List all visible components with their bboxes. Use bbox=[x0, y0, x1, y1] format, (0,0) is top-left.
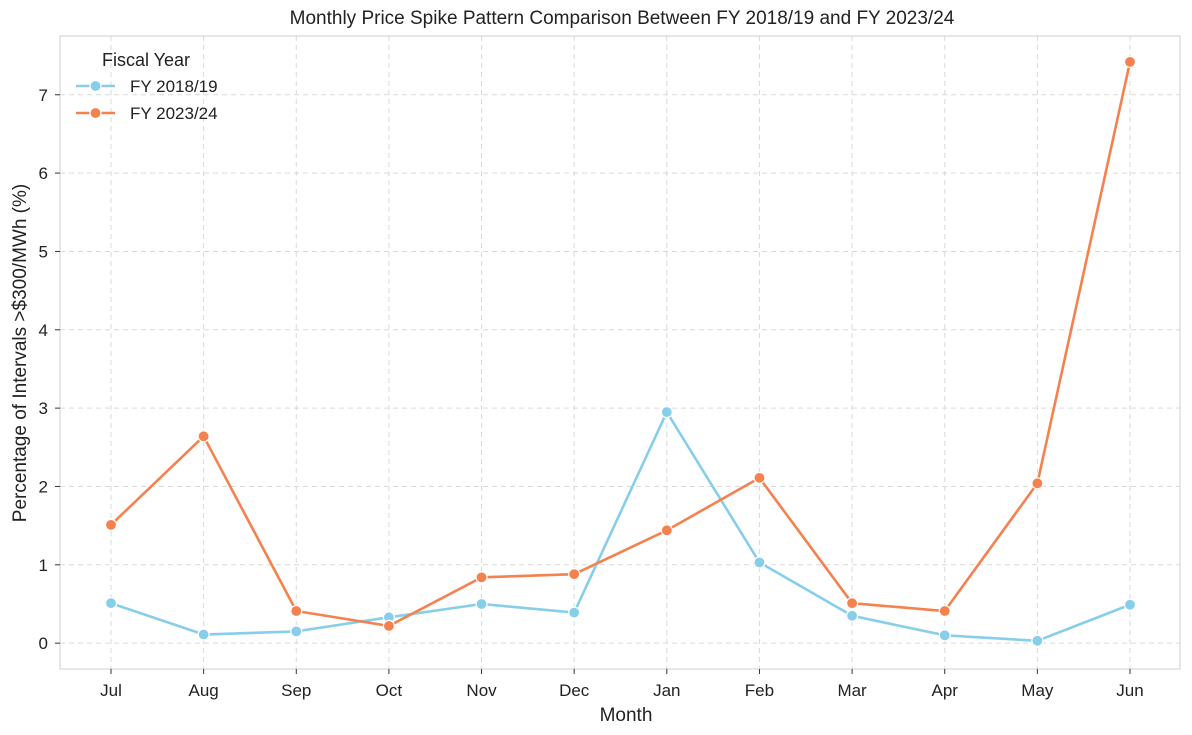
y-tick-label: 5 bbox=[39, 242, 48, 261]
x-axis: Jul Aug Sep Oct Nov Dec Jan Feb Mar Apr May Jun bbox=[100, 669, 1144, 700]
legend-item[interactable]: FY 2023/24 bbox=[76, 104, 218, 123]
data-point[interactable] bbox=[1031, 477, 1044, 490]
x-tick-label: Apr bbox=[931, 681, 958, 700]
data-point[interactable] bbox=[753, 471, 766, 484]
legend-label: FY 2023/24 bbox=[130, 104, 218, 123]
data-point[interactable] bbox=[1031, 634, 1044, 647]
data-point[interactable] bbox=[290, 625, 303, 638]
x-tick-label: Oct bbox=[376, 681, 403, 700]
series-line bbox=[110, 61, 1132, 628]
data-point[interactable] bbox=[568, 606, 581, 619]
series-2 bbox=[104, 55, 1137, 633]
y-tick-label: 4 bbox=[39, 321, 48, 340]
data-point[interactable] bbox=[568, 568, 581, 581]
series-1 bbox=[104, 405, 1137, 647]
x-tick-label: Aug bbox=[189, 681, 219, 700]
legend-marker bbox=[89, 106, 102, 120]
y-tick-label: 3 bbox=[39, 399, 48, 418]
data-point[interactable] bbox=[753, 556, 766, 569]
y-tick-label: 0 bbox=[39, 634, 48, 653]
data-point[interactable] bbox=[938, 629, 951, 642]
y-axis: 0 1 2 3 4 5 6 7 bbox=[39, 86, 60, 653]
y-tick-label: 2 bbox=[39, 477, 48, 496]
x-tick-label: Jul bbox=[100, 681, 122, 700]
data-point[interactable] bbox=[845, 597, 859, 610]
x-tick-label: Jan bbox=[653, 681, 680, 700]
y-tick-label: 7 bbox=[39, 86, 48, 105]
grid bbox=[60, 36, 1180, 669]
x-tick-label: Dec bbox=[559, 681, 590, 700]
y-tick-label: 1 bbox=[39, 556, 48, 575]
data-point[interactable] bbox=[938, 604, 951, 618]
data-point[interactable] bbox=[290, 604, 303, 618]
data-point[interactable] bbox=[1123, 55, 1137, 68]
x-tick-label: Feb bbox=[745, 681, 774, 700]
y-tick-label: 6 bbox=[39, 164, 48, 183]
legend[interactable]: Fiscal Year FY 2018/19 FY 2023/24 bbox=[76, 50, 218, 123]
data-point[interactable] bbox=[660, 524, 673, 537]
x-tick-label: Mar bbox=[837, 681, 867, 700]
data-point[interactable] bbox=[1123, 598, 1137, 611]
x-tick-label: Sep bbox=[281, 681, 311, 700]
legend-label: FY 2018/19 bbox=[130, 77, 218, 96]
data-point[interactable] bbox=[845, 609, 859, 622]
data-point[interactable] bbox=[197, 628, 210, 641]
x-tick-label: Jun bbox=[1116, 681, 1143, 700]
data-point[interactable] bbox=[382, 619, 396, 633]
legend-title: Fiscal Year bbox=[102, 50, 190, 70]
series-line bbox=[110, 410, 1131, 643]
x-tick-label: Nov bbox=[466, 681, 497, 700]
data-point[interactable] bbox=[104, 597, 118, 610]
data-point[interactable] bbox=[475, 597, 488, 611]
series bbox=[104, 55, 1137, 647]
data-point[interactable] bbox=[104, 518, 118, 531]
x-tick-label: May bbox=[1021, 681, 1054, 700]
legend-item[interactable]: FY 2018/19 bbox=[76, 77, 218, 96]
data-point[interactable] bbox=[197, 430, 210, 443]
y-axis-label: Percentage of Intervals >$300/MWh (%) bbox=[10, 184, 31, 522]
data-point[interactable] bbox=[660, 405, 673, 419]
data-point[interactable] bbox=[475, 571, 488, 584]
chart-title: Monthly Price Spike Pattern Comparison B… bbox=[290, 8, 955, 29]
legend-marker bbox=[89, 79, 102, 93]
plot-frame bbox=[59, 35, 1181, 670]
x-axis-label: Month bbox=[600, 705, 653, 726]
